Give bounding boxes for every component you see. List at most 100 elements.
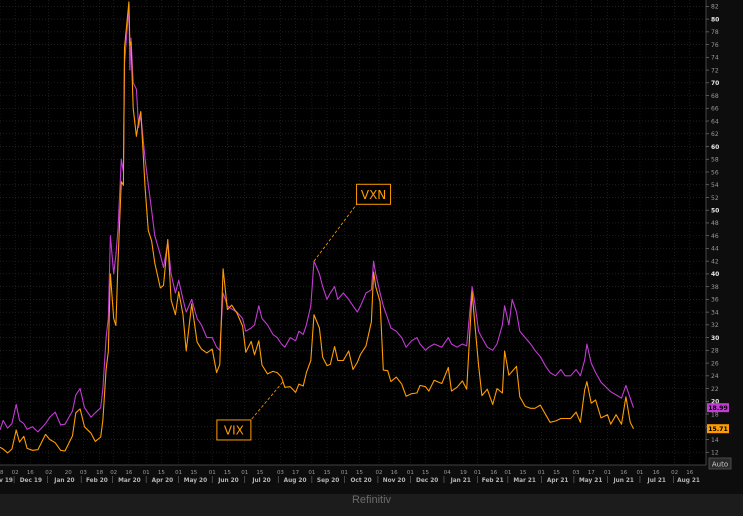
y-tick-label: 74 bbox=[711, 55, 719, 62]
x-day-label: 01 bbox=[209, 470, 216, 476]
x-month-label: Jun 21 bbox=[612, 478, 634, 484]
x-day-label: 02 bbox=[375, 470, 382, 476]
x-day-label: 15 bbox=[256, 470, 263, 476]
x-day-label: 16 bbox=[490, 470, 497, 476]
x-month-label: Aug 21 bbox=[677, 478, 700, 484]
x-day-label: 01 bbox=[241, 470, 248, 476]
y-tick-label: 76 bbox=[711, 42, 719, 49]
x-month-label: Nov 20 bbox=[383, 478, 406, 484]
y-tick-label: 80 bbox=[711, 16, 719, 23]
x-day-label: 16 bbox=[653, 470, 660, 476]
x-day-label: 19 bbox=[460, 470, 467, 476]
x-month-label: Apr 20 bbox=[152, 478, 174, 484]
x-month-label: Feb 21 bbox=[482, 478, 504, 484]
annotation-label-vxn: VXN bbox=[361, 188, 386, 202]
y-axis-background bbox=[706, 0, 743, 465]
y-tick-label: 38 bbox=[711, 284, 719, 291]
y-tick-label: 72 bbox=[711, 67, 719, 74]
y-tick-label: 42 bbox=[711, 258, 719, 265]
y-tick-label: 34 bbox=[711, 309, 719, 316]
y-tick-label: 36 bbox=[711, 297, 719, 304]
x-day-label: 02 bbox=[12, 470, 19, 476]
last-value-tag-vix bbox=[707, 424, 729, 434]
y-tick-label: 26 bbox=[711, 360, 719, 367]
x-day-label: 02 bbox=[671, 470, 678, 476]
grid-lines bbox=[0, 0, 706, 465]
annotation-box-vix bbox=[216, 419, 252, 441]
x-day-label: 20 bbox=[65, 470, 72, 476]
y-tick-label: 66 bbox=[711, 106, 719, 113]
x-axis: 18 02 16 02 20 03 18 02 16 01 15 01 15 01 15 01 15 03 17 01… bbox=[0, 464, 706, 484]
x-day-label: 17 bbox=[588, 470, 595, 476]
y-tick-label: 64 bbox=[711, 118, 719, 125]
x-day-label: 16 bbox=[620, 470, 627, 476]
x-axis-background bbox=[0, 465, 743, 494]
x-day-label: 01 bbox=[407, 470, 414, 476]
y-tick-label: 48 bbox=[711, 220, 719, 227]
x-day-label: 01 bbox=[143, 470, 150, 476]
x-day-label: 15 bbox=[553, 470, 560, 476]
last-value-label-vxn: 18.99 bbox=[708, 405, 728, 412]
series-layer bbox=[0, 1, 635, 454]
x-day-label: 03 bbox=[573, 470, 580, 476]
y-tick-label: 60 bbox=[711, 144, 719, 151]
y-tick-label: 82 bbox=[711, 4, 719, 11]
y-tick-label: 40 bbox=[711, 271, 719, 278]
x-month-label: v 19 bbox=[0, 478, 13, 484]
annotation-box-vxn bbox=[356, 183, 392, 205]
x-day-label: 01 bbox=[341, 470, 348, 476]
x-day-label: 15 bbox=[356, 470, 363, 476]
x-day-label: 01 bbox=[175, 470, 182, 476]
x-month-label: May 20 bbox=[184, 478, 207, 484]
x-day-label: 18 bbox=[0, 470, 4, 476]
x-month-label: Dec 20 bbox=[416, 478, 438, 484]
y-tick-label: 44 bbox=[711, 246, 719, 253]
x-month-label: Dec 19 bbox=[20, 478, 42, 484]
x-day-label: 01 bbox=[474, 470, 481, 476]
x-day-label: 15 bbox=[520, 470, 527, 476]
x-day-label: 01 bbox=[538, 470, 545, 476]
y-tick-label: 32 bbox=[711, 322, 719, 329]
x-day-label: 15 bbox=[324, 470, 331, 476]
x-day-label: 15 bbox=[422, 470, 429, 476]
x-day-label: 16 bbox=[125, 470, 132, 476]
x-month-label: Aug 20 bbox=[284, 478, 307, 484]
x-month-label: Jul 21 bbox=[647, 478, 666, 484]
y-tick-label: 68 bbox=[711, 93, 719, 100]
x-day-label: 16 bbox=[686, 470, 693, 476]
x-day-label: 15 bbox=[224, 470, 231, 476]
annotation-leader-vix bbox=[250, 381, 283, 421]
x-day-label: 16 bbox=[27, 470, 34, 476]
x-day-label: 02 bbox=[45, 470, 52, 476]
x-day-label: 15 bbox=[158, 470, 165, 476]
x-month-label: May 21 bbox=[579, 478, 602, 484]
y-tick-label: 58 bbox=[711, 157, 719, 164]
x-day-label: 01 bbox=[504, 470, 511, 476]
x-month-label: Jan 21 bbox=[450, 478, 471, 484]
x-day-label: 17 bbox=[292, 470, 299, 476]
auto-scale-button[interactable] bbox=[708, 457, 732, 470]
y-tick-label: 50 bbox=[711, 208, 719, 215]
y-tick-label: 22 bbox=[711, 386, 719, 393]
y-tick-label: 78 bbox=[711, 29, 719, 36]
x-month-label: Apr 21 bbox=[547, 478, 569, 484]
y-tick-label: 52 bbox=[711, 195, 719, 202]
x-day-label: 15 bbox=[190, 470, 197, 476]
y-tick-label: 24 bbox=[711, 373, 719, 380]
y-tick-label: 46 bbox=[711, 233, 719, 240]
series-line-vix bbox=[0, 1, 634, 454]
x-day-label: 18 bbox=[96, 470, 103, 476]
annotation-layer: VXN VIX bbox=[216, 183, 392, 441]
x-month-label: Jul 20 bbox=[251, 478, 270, 484]
x-day-label: 16 bbox=[391, 470, 398, 476]
x-day-label: 03 bbox=[277, 470, 284, 476]
x-month-label: Mar 21 bbox=[513, 478, 536, 484]
auto-scale-label[interactable]: Auto bbox=[712, 461, 728, 469]
annotation-leader-vxn bbox=[313, 204, 357, 262]
y-tick-label: 56 bbox=[711, 169, 719, 176]
y-tick-label: 62 bbox=[711, 131, 719, 138]
y-tick-label: 30 bbox=[711, 335, 719, 342]
x-day-label: 01 bbox=[308, 470, 315, 476]
y-tick-label: 12 bbox=[711, 450, 719, 457]
